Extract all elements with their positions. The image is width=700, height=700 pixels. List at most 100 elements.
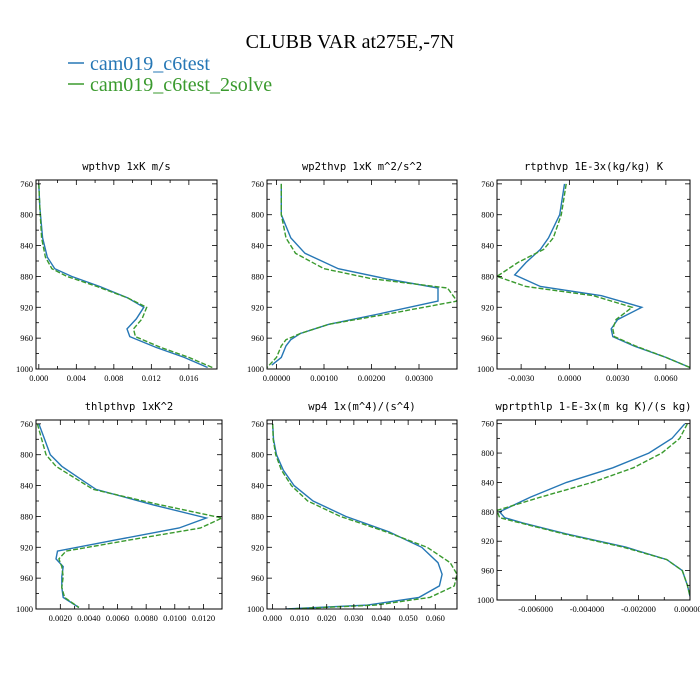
y-tick-label: 1000 [16,604,33,614]
y-tick-label: 760 [251,179,264,189]
y-tick-label: 920 [481,536,494,546]
panel-title: wp2thvp 1xK m^2/s^2 [302,161,422,173]
y-tick-label: 920 [481,302,494,312]
plot-frame [496,179,691,370]
legend: cam019_c6test cam019_c6test_2solve [68,53,272,96]
panel-title: wprtpthlp 1-E-3x(m kg K)/(s kg) [496,401,692,413]
x-tick-label: 0.000 [263,613,282,623]
y-tick-label: 880 [481,507,494,517]
panel-1: wpthvp 1xK m/s76080084088092096010000.00… [16,161,218,383]
x-tick-label: 0.0020 [49,613,72,623]
x-tick-label: 0.050 [399,613,418,623]
x-tick-label: 0.010 [290,613,309,623]
x-tick-label: 0.0000 [558,373,581,383]
series-line-2 [497,183,690,369]
y-tick-label: 880 [251,271,264,281]
x-tick-label: 0.0080 [134,613,157,623]
x-tick-label: 0.0100 [163,613,186,623]
plot-frame [266,419,458,610]
y-tick-label: 920 [251,302,264,312]
x-tick-label: -0.004000 [570,604,605,614]
y-tick-label: 800 [251,210,264,220]
x-tick-label: 0.0060 [654,373,677,383]
y-tick-label: 840 [481,477,494,487]
x-tick-label: 0.0040 [77,613,100,623]
y-tick-label: 960 [20,333,33,343]
x-tick-label: 0.00300 [405,373,433,383]
x-tick-label: 0.020 [317,613,336,623]
plot-frame [35,179,218,370]
x-tick-label: 0.000 [29,373,48,383]
panel-title: thlpthvp 1xK^2 [85,401,174,413]
series-line-2 [272,423,457,609]
panel-title: wpthvp 1xK m/s [82,161,171,173]
x-tick-label: 0.00100 [310,373,338,383]
x-tick-label: 0.00000 [263,373,291,383]
y-tick-label: 760 [251,419,264,429]
x-tick-label: 0.016 [179,373,198,383]
x-tick-label: -0.0030 [508,373,534,383]
x-tick-label: 0.0030 [606,373,629,383]
y-tick-label: 1000 [477,595,494,605]
panel-5: wp4 1x(m^4)/(s^4)76080084088092096010000… [247,401,458,623]
series-line-2 [267,183,457,368]
x-tick-label: 0.040 [371,613,390,623]
x-tick-label: 0.004 [67,373,87,383]
y-tick-label: 800 [481,448,494,458]
y-tick-label: 800 [481,210,494,220]
y-tick-label: 920 [20,302,33,312]
panel-6: wprtpthlp 1-E-3x(m kg K)/(s kg)760 800 840… [477,401,700,614]
series-line-1 [498,423,690,597]
x-tick-label: -0.002000 [621,604,656,614]
y-tick-label: 1000 [477,364,494,374]
y-tick-label: 760 [20,419,33,429]
panel-title: wp4 1x(m^4)/(s^4) [308,401,415,413]
x-tick-label: 0.030 [344,613,363,623]
x-tick-label: 0.00200 [358,373,386,383]
series-line-2 [497,423,690,597]
x-tick-label: 0.0120 [192,613,215,623]
plot-frame [35,419,223,610]
panel-4: thlpthvp 1xK^2 760 800 840 880 920 960 1000 0.00… [16,401,223,623]
y-tick-label: 800 [251,450,264,460]
y-tick-label: 880 [20,511,33,521]
y-tick-label: 840 [251,241,264,251]
y-tick-label: 1000 [247,364,264,374]
y-tick-label: 760 [481,419,494,429]
y-tick-label: 960 [251,333,264,343]
y-tick-label: 800 [20,210,33,220]
y-tick-label: 880 [20,271,33,281]
y-tick-label: 880 [481,271,494,281]
y-tick-label: 840 [20,481,33,491]
y-tick-label: 920 [20,542,33,552]
y-tick-label: 800 [20,450,33,460]
y-tick-label: 960 [481,566,494,576]
y-tick-label: 840 [251,481,264,491]
y-tick-label: 1000 [16,364,33,374]
y-tick-label: 760 [481,179,494,189]
panel-3: rtpthvp 1E-3x(kg/kg) K 760 800 840 880 920 960… [477,161,691,383]
y-tick-label: 960 [20,573,33,583]
series-line-2 [38,183,213,369]
legend-label-1: cam019_c6test [90,53,210,75]
legend-label-2: cam019_c6test_2solve [90,74,272,96]
series-line-2 [36,423,222,609]
panels: wpthvp 1xK m/s76080084088092096010000.00… [16,161,700,623]
series-line-1 [272,423,443,609]
y-tick-label: 840 [20,241,33,251]
x-tick-label: 0.060 [426,613,445,623]
series-line-1 [271,183,439,366]
y-tick-label: 1000 [247,604,264,614]
series-line-1 [38,423,209,609]
x-tick-label: 0.0060 [106,613,129,623]
y-tick-label: 960 [481,333,494,343]
panel-title: rtpthvp 1E-3x(kg/kg) K [524,161,664,173]
series-line-1 [513,183,690,369]
y-tick-label: 960 [251,573,264,583]
y-tick-label: 840 [481,241,494,251]
panel-2: wp2thvp 1xK m^2/s^2 760 800 840 880 920 960 100… [247,161,458,383]
x-tick-label: 0.012 [142,373,161,383]
plot-frame [496,419,691,601]
